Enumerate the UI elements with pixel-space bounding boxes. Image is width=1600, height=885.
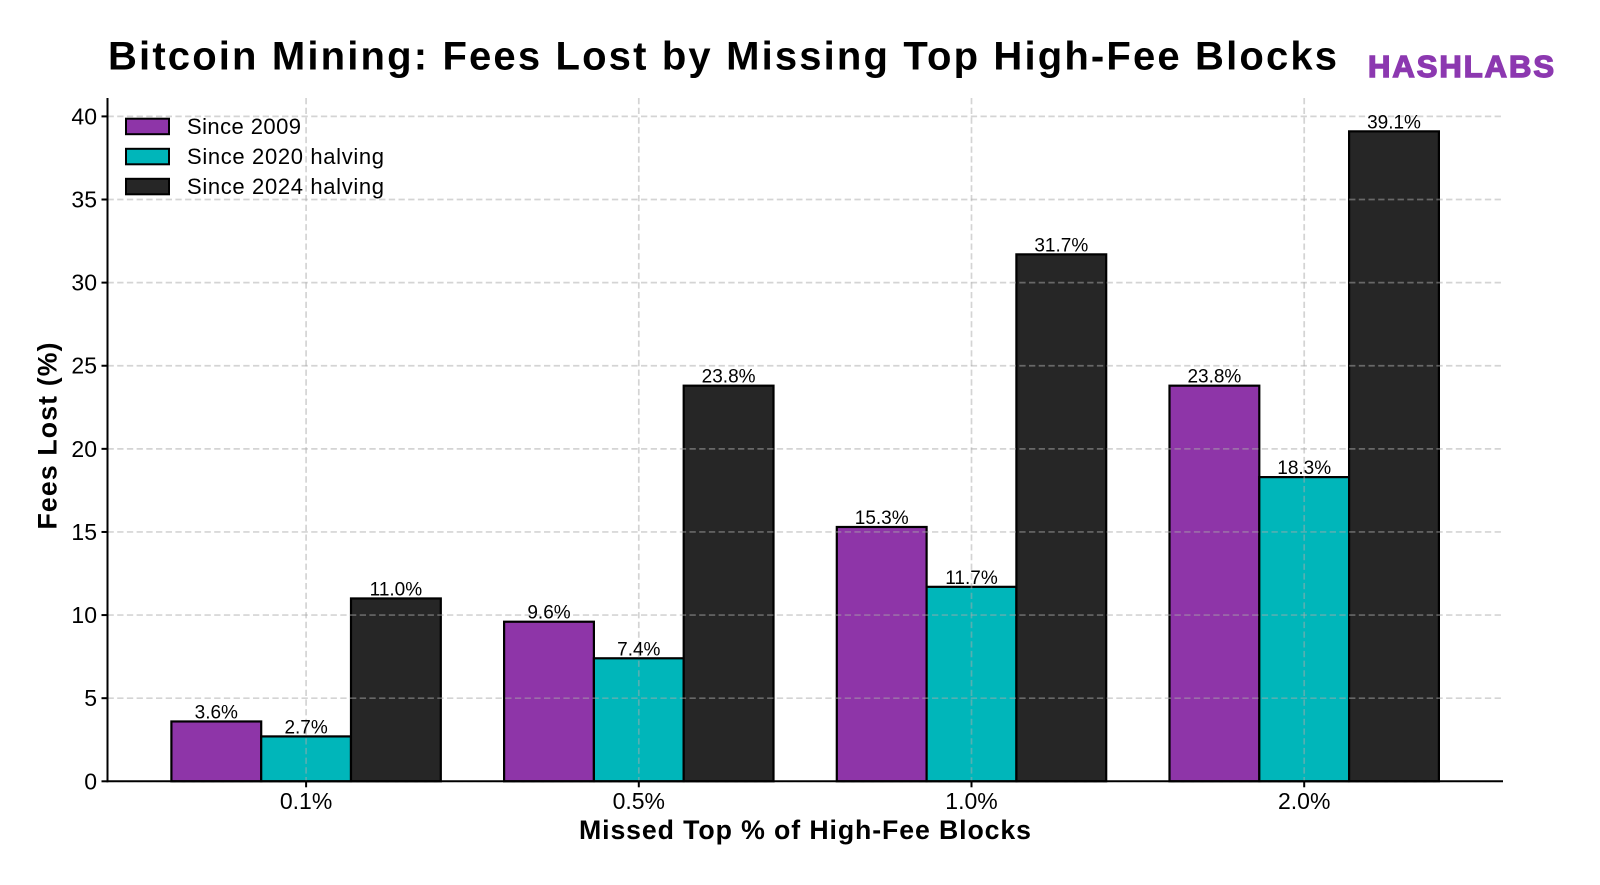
svg-text:0.1%: 0.1% <box>280 788 332 814</box>
svg-text:0: 0 <box>84 768 97 794</box>
svg-text:Since 2009: Since 2009 <box>187 114 301 139</box>
svg-text:3.6%: 3.6% <box>195 703 238 724</box>
svg-text:Bitcoin Mining: Fees Lost by M: Bitcoin Mining: Fees Lost by Missing Top… <box>108 35 1337 79</box>
svg-text:5: 5 <box>84 685 97 711</box>
svg-text:23.8%: 23.8% <box>702 367 756 388</box>
svg-text:11.0%: 11.0% <box>370 580 423 601</box>
svg-text:30: 30 <box>71 270 97 296</box>
svg-text:39.1%: 39.1% <box>1367 112 1421 133</box>
svg-text:2.7%: 2.7% <box>284 717 327 738</box>
svg-text:11.7%: 11.7% <box>945 568 998 589</box>
svg-text:0.5%: 0.5% <box>613 788 665 814</box>
svg-text:HASHLABS: HASHLABS <box>1368 49 1554 84</box>
svg-text:15.3%: 15.3% <box>855 508 909 529</box>
svg-text:23.8%: 23.8% <box>1187 367 1241 388</box>
svg-text:35: 35 <box>71 187 97 213</box>
svg-text:40: 40 <box>71 103 97 129</box>
svg-text:Fees Lost (%): Fees Lost (%) <box>33 343 63 530</box>
svg-text:9.6%: 9.6% <box>527 603 570 624</box>
svg-text:31.7%: 31.7% <box>1034 235 1088 256</box>
svg-text:1.0%: 1.0% <box>945 788 997 814</box>
svg-text:2.0%: 2.0% <box>1278 788 1330 814</box>
svg-text:10: 10 <box>71 602 97 628</box>
svg-text:Missed Top % of High-Fee Block: Missed Top % of High-Fee Blocks <box>579 815 1031 845</box>
svg-text:Since 2024 halving: Since 2024 halving <box>187 174 384 199</box>
svg-text:15: 15 <box>71 519 97 545</box>
svg-text:Since 2020 halving: Since 2020 halving <box>187 144 384 169</box>
svg-text:20: 20 <box>71 436 97 462</box>
svg-text:25: 25 <box>71 353 97 379</box>
svg-text:18.3%: 18.3% <box>1277 458 1331 479</box>
svg-text:7.4%: 7.4% <box>617 639 660 660</box>
